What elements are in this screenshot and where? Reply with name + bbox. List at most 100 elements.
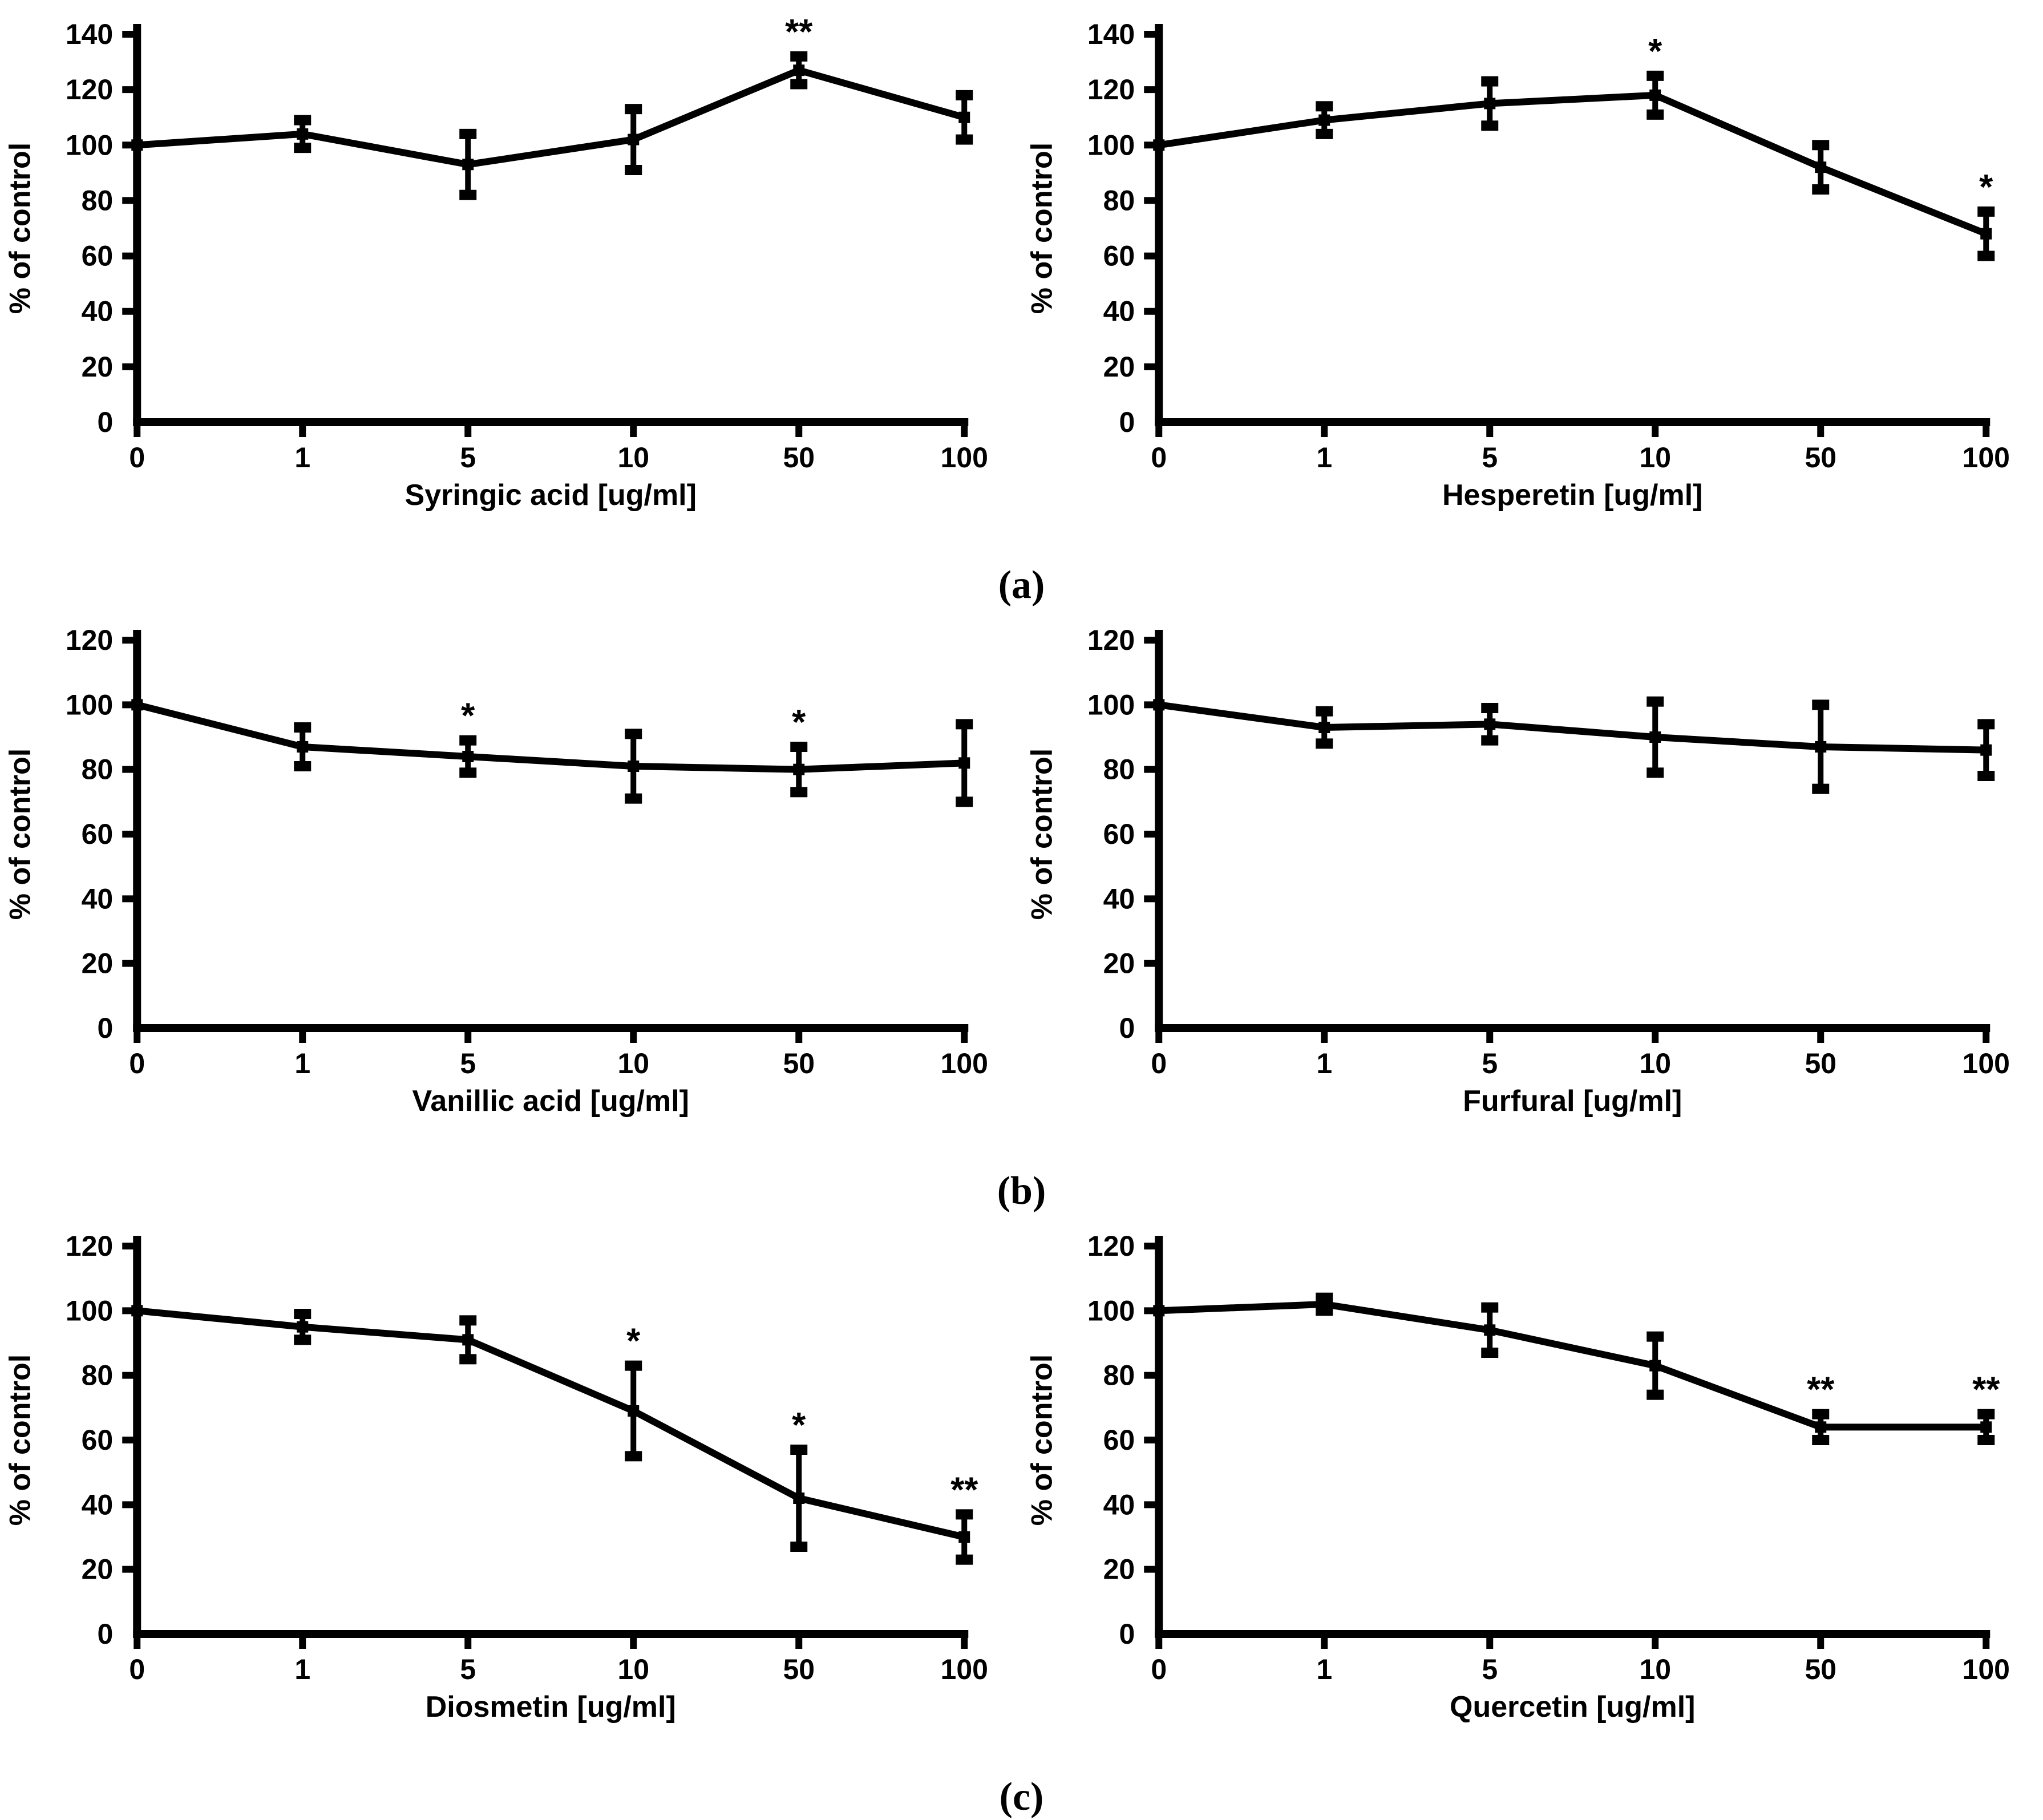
y-tick-label: 60 [82, 1424, 114, 1456]
x-axis-title: Vanillic acid [ug/ml] [412, 1085, 689, 1118]
y-tick-label: 20 [1103, 351, 1135, 383]
data-point [1815, 741, 1826, 753]
data-line [137, 1311, 964, 1537]
data-point [1815, 161, 1826, 173]
data-point [131, 1305, 143, 1316]
data-point [1153, 699, 1164, 710]
y-tick-label: 120 [1087, 1230, 1134, 1262]
y-tick-label: 80 [1103, 1360, 1135, 1392]
error-bar-cap [1316, 129, 1333, 139]
y-tick-label: 60 [82, 240, 114, 272]
y-tick-label: 60 [1103, 240, 1135, 272]
significance-marker: ** [1807, 1370, 1835, 1410]
data-point [297, 741, 308, 753]
data-line [1159, 95, 1986, 234]
panel-label-b: (b) [0, 1171, 2043, 1212]
y-tick-label: 60 [82, 818, 114, 850]
y-tick-label: 120 [66, 74, 113, 106]
data-point [1649, 90, 1661, 101]
x-tick-label: 10 [617, 1047, 649, 1079]
data-point [1318, 115, 1330, 126]
y-tick-label: 140 [1087, 18, 1134, 50]
y-tick-label: 60 [1103, 818, 1135, 850]
y-tick-label: 0 [97, 1012, 113, 1044]
x-tick-label: 0 [1151, 1653, 1167, 1685]
x-tick-label: 100 [941, 1047, 988, 1079]
data-point [628, 761, 639, 772]
y-tick-label: 80 [1103, 184, 1135, 216]
x-tick-label: 50 [1805, 1047, 1836, 1079]
error-bar-cap [625, 794, 642, 804]
data-point [462, 1334, 474, 1345]
error-bar-cap [625, 1361, 642, 1371]
x-tick-label: 1 [1316, 1047, 1332, 1079]
x-tick-label: 50 [783, 1653, 815, 1685]
x-tick-label: 100 [1962, 1653, 2009, 1685]
error-bar-cap [790, 51, 807, 62]
x-tick-label: 50 [783, 442, 815, 474]
x-axis-title: Diosmetin [ug/ml] [426, 1690, 676, 1724]
x-tick-label: 0 [129, 442, 145, 474]
panel-label-a: (a) [0, 565, 2043, 606]
error-bar-cap [1977, 719, 1995, 729]
error-bar-cap [956, 796, 973, 807]
x-tick-label: 100 [941, 1653, 988, 1685]
data-line [137, 705, 964, 769]
y-tick-label: 120 [66, 1230, 113, 1262]
x-tick-label: 100 [1962, 442, 2009, 474]
y-tick-label: 0 [1119, 406, 1135, 438]
error-bar-cap [1812, 140, 1829, 150]
x-axis-title: Furfural [ug/ml] [1463, 1085, 1682, 1118]
data-point [628, 134, 639, 145]
data-line [1159, 1304, 1986, 1427]
error-bar-cap [790, 79, 807, 89]
data-point [1649, 731, 1661, 743]
data-point [1815, 1421, 1826, 1433]
data-point [1484, 1324, 1495, 1336]
data-point [958, 1531, 970, 1543]
error-bars [294, 51, 973, 200]
data-line [137, 70, 964, 164]
data-point [793, 1493, 804, 1504]
y-tick-label: 20 [1103, 948, 1135, 980]
y-tick-label: 0 [97, 406, 113, 438]
error-bar-cap [625, 104, 642, 114]
error-bar-cap [459, 129, 476, 139]
error-bar-cap [1812, 699, 1829, 710]
data-point [131, 699, 143, 710]
data-point [1153, 1305, 1164, 1316]
y-tick-label: 20 [82, 948, 114, 980]
x-tick-label: 1 [294, 442, 310, 474]
y-axis-title: % of control [1025, 749, 1058, 920]
error-bar-cap [294, 143, 311, 153]
error-bar-cap [294, 1309, 311, 1319]
significance-marker: ** [1972, 1370, 2000, 1410]
y-tick-label: 40 [1103, 883, 1135, 915]
y-tick-label: 120 [1087, 74, 1134, 106]
x-tick-label: 0 [1151, 1047, 1167, 1079]
error-bar-cap [1646, 110, 1664, 120]
significance-marker: * [1648, 32, 1662, 71]
x-tick-label: 5 [460, 442, 476, 474]
error-bar-cap [1812, 784, 1829, 794]
error-bar-cap [294, 761, 311, 771]
error-bar-cap [1481, 76, 1498, 87]
y-axis-title: % of control [1025, 1354, 1058, 1526]
error-bar-cap [625, 1451, 642, 1461]
y-tick-label: 100 [1087, 129, 1134, 161]
x-tick-label: 1 [1316, 442, 1332, 474]
data-point [1153, 139, 1164, 151]
x-tick-label: 5 [1482, 1047, 1498, 1079]
y-tick-label: 80 [82, 1360, 114, 1392]
